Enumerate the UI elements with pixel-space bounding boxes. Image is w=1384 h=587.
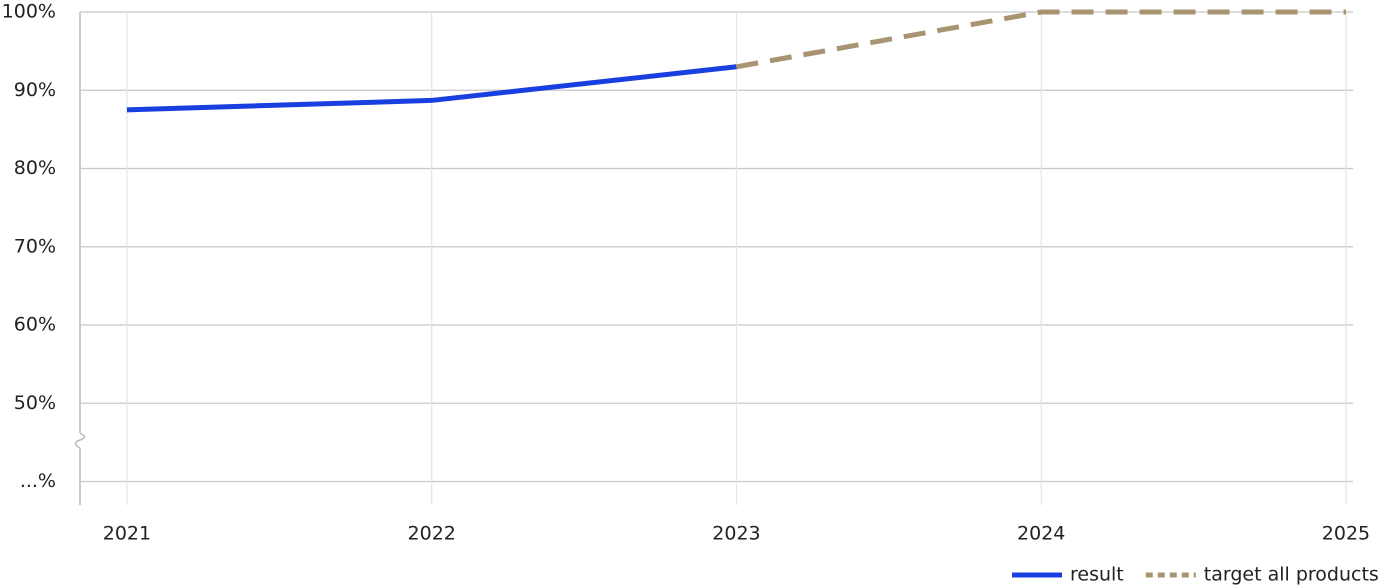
y-tick-label: 70% xyxy=(14,235,56,257)
legend-label: target all products xyxy=(1204,564,1379,586)
legend-label: result xyxy=(1070,564,1124,586)
y-tick-label: ...% xyxy=(20,470,56,492)
line-series xyxy=(126,64,737,113)
y-tick-label: 90% xyxy=(14,79,56,101)
line-series xyxy=(736,9,1346,70)
y-tick-label: 50% xyxy=(14,392,56,414)
y-tick-label: 100% xyxy=(2,1,56,23)
y-tick-label: 80% xyxy=(14,157,56,179)
axis-break xyxy=(74,432,86,449)
x-tick-label: 2022 xyxy=(408,523,456,545)
x-tick-label: 2021 xyxy=(103,523,151,545)
x-tick-label: 2024 xyxy=(1017,523,1065,545)
x-tick-label: 2025 xyxy=(1322,523,1370,545)
x-tick-label: 2023 xyxy=(712,523,760,545)
y-tick-label: 60% xyxy=(14,314,56,336)
